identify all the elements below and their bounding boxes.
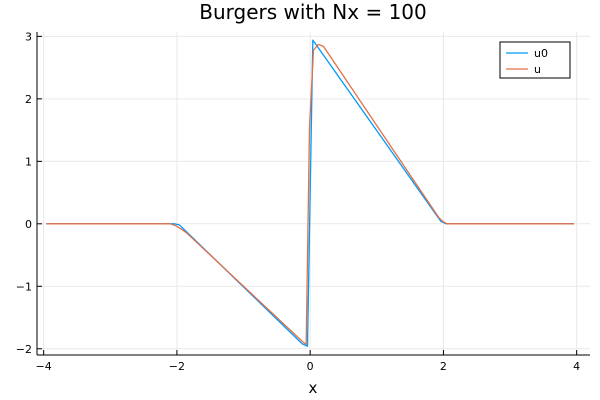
x-axis-label: x [309, 379, 318, 397]
y-tick-label: −2 [16, 343, 32, 356]
legend-box [499, 41, 571, 79]
series-line-u [46, 43, 575, 346]
chart-title: Burgers with Nx = 100 [199, 0, 427, 24]
axes: −4 −2 0 2 4 −2 −1 0 1 2 3 [16, 30, 590, 373]
y-tick-label: 1 [25, 155, 32, 168]
y-tick-label: 0 [25, 218, 32, 231]
grid [37, 32, 590, 355]
y-tick-label: 2 [25, 93, 32, 106]
legend-label-u: u [534, 63, 541, 76]
x-tick-label: 4 [573, 360, 580, 373]
x-tick-label: −4 [36, 360, 52, 373]
series-group [46, 39, 575, 347]
y-tick-label: −1 [16, 280, 32, 293]
legend-label-u0: u0 [534, 47, 548, 60]
x-tick-label: 0 [307, 360, 314, 373]
x-tick-label: 2 [440, 360, 447, 373]
x-tick-label: −2 [169, 360, 185, 373]
y-tick-label: 3 [25, 30, 32, 43]
legend: u0 u [499, 41, 571, 79]
